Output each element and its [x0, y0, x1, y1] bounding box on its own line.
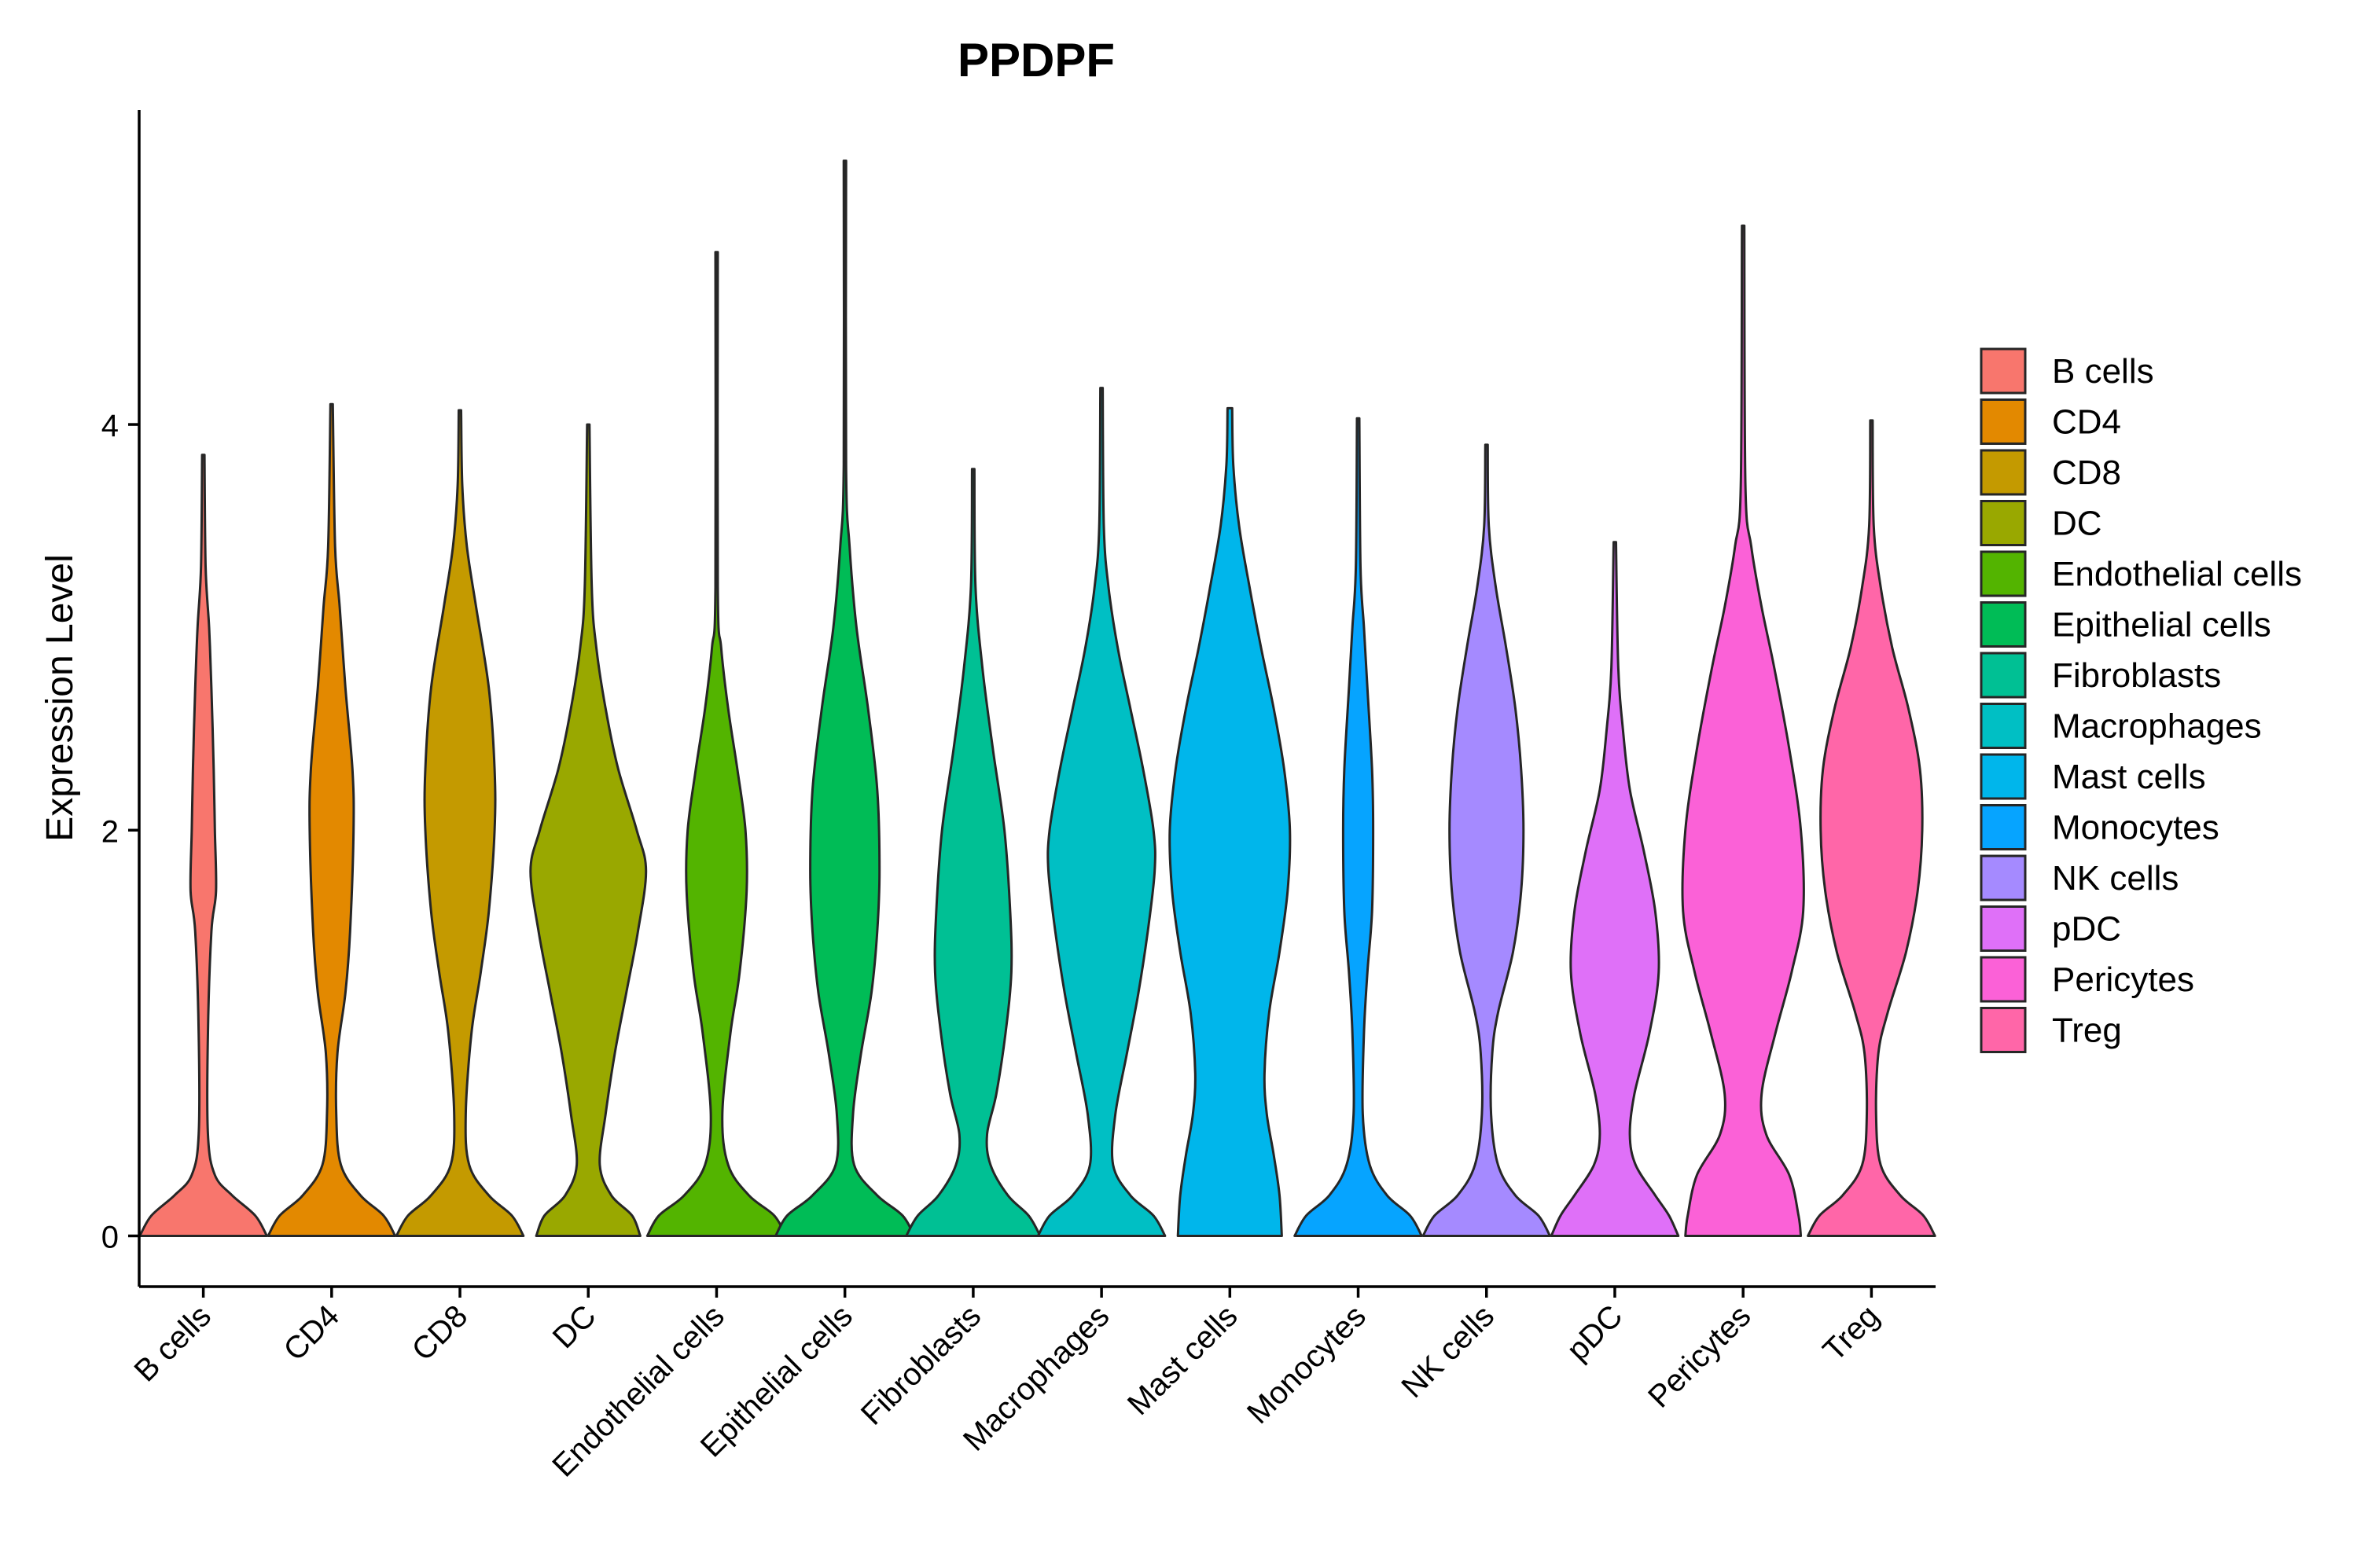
violins-layer [138, 160, 1936, 1237]
y-axis-title: Expression Level [39, 554, 81, 842]
legend-swatch [1980, 956, 2027, 1003]
legend-swatch [1980, 398, 2027, 445]
legend-swatch [1980, 804, 2027, 850]
legend-swatch [1980, 449, 2027, 496]
violin-pericytes [1681, 224, 1805, 1237]
y-tick-label: 2 [101, 814, 119, 849]
violin-fibroblasts [905, 468, 1042, 1237]
violin-mast-cells [1168, 406, 1292, 1237]
violin-endothelial-cells [645, 251, 788, 1237]
legend-label: Treg [2052, 1012, 2122, 1050]
violin-macrophages [1036, 387, 1167, 1237]
violin-b-cells [138, 454, 268, 1237]
legend-swatch [1980, 500, 2027, 546]
legend-swatch [1980, 601, 2027, 648]
legend-label: Epithelial cells [2052, 606, 2271, 644]
legend-swatch [1980, 652, 2027, 699]
legend-label: Monocytes [2052, 809, 2219, 847]
legend-label: pDC [2052, 910, 2121, 949]
legend-label: B cells [2052, 352, 2154, 391]
legend-label: Pericytes [2052, 960, 2194, 999]
legend-label: Mast cells [2052, 758, 2206, 796]
legend-swatch [1980, 905, 2027, 952]
violin-dc [529, 423, 648, 1237]
legend-swatch [1980, 1007, 2027, 1053]
chart-title: PPDPF [958, 34, 1115, 86]
y-tick-label: 0 [101, 1220, 119, 1254]
legend-swatch [1980, 753, 2027, 800]
violin-cd8 [395, 409, 525, 1237]
violin-cd4 [267, 402, 397, 1237]
legend: B cells CD4 CD8 DC Endothelial cells Epitheli… [1980, 347, 2302, 1053]
violin-monocytes [1293, 417, 1423, 1237]
legend-label: CD8 [2052, 454, 2121, 492]
legend-swatch [1980, 550, 2027, 597]
legend-label: Endothelial cells [2052, 555, 2302, 593]
violin-treg [1807, 419, 1936, 1237]
violin-epithelial-cells [774, 160, 916, 1237]
violin-nk-cells [1421, 443, 1551, 1237]
legend-label: NK cells [2052, 859, 2179, 898]
legend-label: DC [2052, 505, 2102, 543]
legend-swatch [1980, 703, 2027, 749]
legend-swatch [1980, 854, 2027, 902]
legend-label: Fibroblasts [2052, 656, 2221, 695]
legend-label: CD4 [2052, 403, 2121, 442]
violin-pdc [1550, 541, 1680, 1237]
legend-label: Macrophages [2052, 707, 2262, 746]
legend-swatch [1980, 347, 2027, 395]
y-tick-label: 4 [101, 409, 119, 443]
